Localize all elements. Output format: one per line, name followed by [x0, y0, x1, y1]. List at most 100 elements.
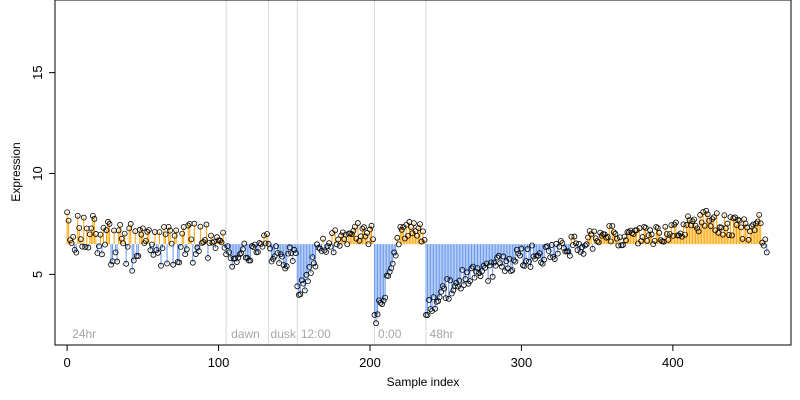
data-point [362, 233, 369, 240]
data-points [64, 207, 770, 327]
data-point [135, 253, 142, 259]
data-point [417, 221, 423, 228]
data-point [305, 278, 311, 285]
data-point [97, 231, 104, 238]
data-point [306, 263, 313, 270]
data-point [76, 225, 83, 231]
data-point [404, 232, 411, 239]
data-point [224, 243, 231, 250]
data-point [258, 241, 264, 247]
data-point [351, 223, 358, 230]
data-point [653, 224, 660, 230]
data-point [173, 227, 180, 234]
data-point [202, 237, 208, 243]
data-point [721, 212, 728, 219]
data-point [521, 263, 528, 269]
data-point [348, 231, 355, 238]
data-point [91, 216, 98, 222]
data-point [527, 264, 534, 270]
data-point [205, 255, 211, 261]
data-point [300, 280, 307, 287]
data-point [545, 248, 552, 254]
data-point [683, 222, 690, 228]
data-point [227, 255, 234, 262]
data-point [682, 231, 688, 238]
data-point [623, 237, 629, 244]
data-point [606, 223, 613, 229]
x-tick-label: 200 [359, 355, 381, 370]
data-point [479, 268, 485, 274]
data-point [488, 259, 495, 266]
data-point [751, 227, 758, 234]
data-point [115, 227, 122, 234]
data-point [497, 260, 504, 267]
data-point [745, 236, 752, 243]
data-point [65, 217, 72, 224]
data-point [221, 244, 228, 251]
data-point [686, 217, 693, 224]
data-point [298, 277, 305, 284]
data-point [379, 301, 386, 307]
data-point [89, 212, 96, 219]
data-point [330, 249, 337, 256]
data-point [335, 236, 342, 243]
data-point [85, 244, 92, 251]
data-point [582, 242, 588, 249]
data-point [679, 233, 685, 240]
data-point [424, 312, 431, 318]
data-point [663, 231, 670, 237]
data-point [509, 267, 516, 274]
data-point [229, 263, 236, 270]
data-point [486, 262, 493, 269]
data-point [719, 231, 726, 238]
y-axis: 5 10 15 [30, 65, 55, 278]
data-point [223, 251, 230, 258]
phase-labels: 24hr dawn dusk 12:00 0:00 48hr [72, 327, 453, 341]
data-point [462, 276, 469, 282]
data-point [198, 240, 205, 246]
data-point [236, 251, 243, 258]
data-point [103, 227, 110, 234]
data-point [507, 268, 514, 274]
data-point [238, 250, 245, 257]
data-point [152, 229, 158, 235]
x-tick-label: 0 [63, 355, 70, 370]
data-point [112, 249, 119, 256]
data-point [566, 252, 573, 259]
data-point [159, 245, 166, 252]
data-point [451, 283, 458, 289]
phase-dividers [225, 0, 427, 345]
data-point [583, 241, 590, 248]
data-point [395, 241, 402, 248]
data-point [444, 276, 451, 282]
data-point [183, 246, 190, 253]
data-point [407, 224, 414, 230]
data-point [662, 223, 669, 230]
data-point [386, 268, 393, 275]
data-point [108, 261, 114, 268]
data-point [523, 257, 529, 264]
data-point [532, 255, 538, 262]
data-point [64, 209, 71, 216]
data-point [96, 243, 102, 250]
phase-label: 24hr [72, 327, 96, 341]
data-point [147, 247, 154, 254]
data-point [354, 220, 361, 226]
data-point [650, 241, 657, 248]
data-point [312, 263, 319, 270]
data-point [158, 262, 164, 269]
data-point [271, 253, 278, 260]
data-point [580, 250, 587, 257]
data-point [214, 234, 220, 241]
data-point [742, 220, 749, 227]
data-point [477, 273, 484, 280]
data-point [161, 224, 167, 230]
data-point [156, 229, 163, 236]
data-point [203, 221, 210, 228]
data-point [139, 225, 146, 232]
y-tick-label: 5 [30, 271, 45, 278]
data-point [763, 249, 770, 256]
x-tick-label: 300 [511, 355, 533, 370]
data-point [426, 297, 432, 303]
data-point [186, 220, 193, 227]
